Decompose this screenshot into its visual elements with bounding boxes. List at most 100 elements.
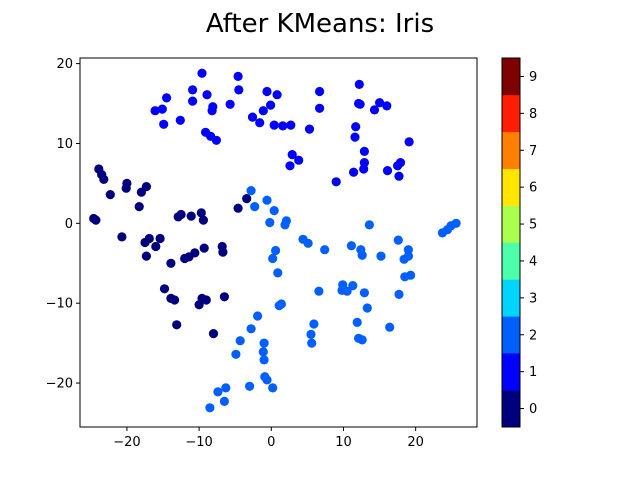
scatter-point [314,286,324,296]
colorbar-segment [502,353,520,391]
scatter-point [268,383,278,393]
scatter-points [89,68,461,413]
scatter-point [287,150,297,160]
scatter-point [233,71,243,81]
scatter-point [151,241,161,252]
scatter-point [382,101,392,111]
scatter-point [188,85,198,95]
scatter-point [155,233,165,244]
chart-title: After KMeans: Iris [206,9,434,39]
scatter-point [315,86,325,97]
scatter-point [218,247,228,257]
scatter-point [271,245,281,256]
scatter-point [451,218,461,228]
scatter-point [208,329,219,339]
scatter-point [134,202,144,212]
scatter-point [253,311,263,321]
colorbar-tick-label: 4 [529,254,537,269]
scatter-point [199,243,209,253]
scatter-point [348,281,358,291]
colorbar-tick-label: 6 [529,181,537,196]
scatter-point [221,383,231,393]
colorbar-segment [502,94,520,133]
x-tick-label: −10 [185,435,212,450]
scatter-point [198,215,208,225]
y-tick-label: 10 [56,137,73,152]
colorbar-segment [502,168,520,206]
colorbar-tick-label: 3 [529,291,537,306]
scatter-point [196,208,206,218]
colorbar-tick-label: 0 [529,402,537,417]
colorbar-frame [501,57,521,428]
scatter-point [331,177,341,187]
x-axis: −20 −10 0 10 20 [113,427,424,450]
scatter-point [303,238,313,248]
scatter-point [190,248,200,258]
x-tick-label: 0 [267,435,275,450]
colorbar-segment [502,242,520,280]
scatter-point [213,387,223,397]
colorbar-segment [502,390,520,428]
scatter-point [262,375,272,385]
colorbar-segments [502,58,520,428]
scatter-point [235,336,245,346]
colorbar-tick-label: 1 [529,365,537,380]
scatter-point [234,85,244,95]
scatter-point [211,135,221,145]
scatter-point [359,146,369,156]
y-tick-label: 20 [56,57,73,72]
scatter-point [245,381,255,391]
scatter-point [369,105,380,115]
scatter-point [286,120,296,130]
scatter-point [403,251,413,261]
scatter-point [265,217,275,228]
scatter-point [197,68,207,78]
scatter-point [375,98,385,108]
scatter-point [346,241,356,251]
scatter-point [250,202,260,212]
scatter-point [285,161,295,171]
colorbar-segment [502,58,520,96]
y-axis: −20 −10 0 10 20 [46,57,80,392]
scatter-point [205,403,215,413]
scatter-point [357,250,367,260]
scatter-point [382,166,393,176]
scatter-point [172,320,182,330]
colorbar-segment [502,316,520,354]
scatter-point [258,347,268,357]
colorbar-tick-label: 7 [529,144,537,159]
scatter-point [393,235,403,245]
scatter-point [247,112,258,122]
scatter-point [307,338,317,348]
scatter-point [354,79,364,89]
colorbar-segment [502,205,520,243]
scatter-point [246,186,256,196]
scatter-point [403,245,413,255]
y-tick-label: −10 [46,297,73,312]
scatter-point [91,215,101,225]
scatter-point [406,270,416,280]
scatter-point [259,338,269,348]
scatter-point [268,253,278,264]
scatter-point [315,103,325,113]
scatter-point [144,233,154,244]
scatter-point [141,182,151,192]
x-tick-label: 10 [335,435,352,450]
scatter-point [186,211,196,221]
scatter-point [352,317,362,327]
scatter-point [219,396,229,406]
scatter-point [233,203,243,213]
scatter-point [309,319,319,329]
colorbar-segment [502,131,520,169]
scatter-point [225,99,235,109]
y-tick-label: 0 [65,217,73,232]
scatter-point [159,119,169,129]
scatter-point [276,299,286,309]
plot-background [80,58,477,427]
scatter-point [99,174,109,184]
colorbar-tick-label: 5 [529,218,537,233]
scatter-point [162,93,172,103]
scatter-point [166,258,176,268]
scatter-point [362,303,372,313]
